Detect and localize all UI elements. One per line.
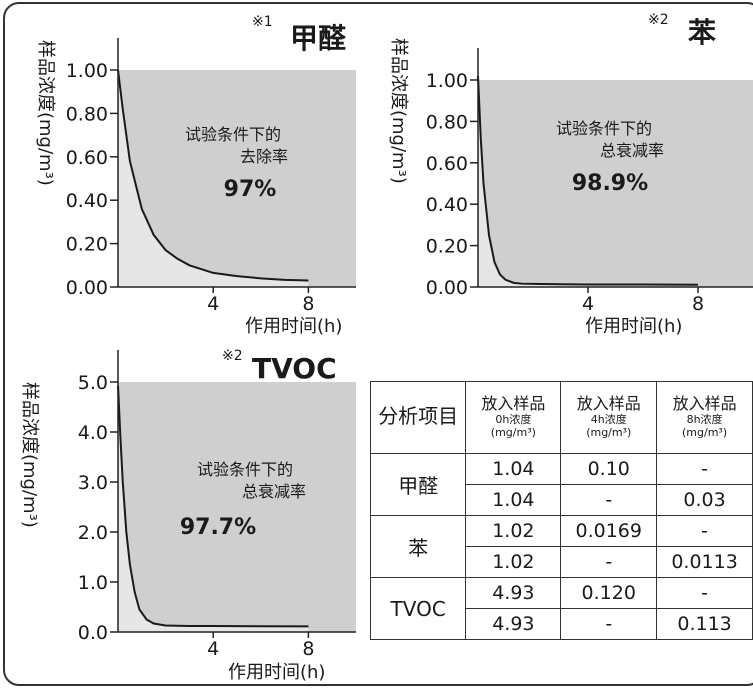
y-tick-label: 1.00 <box>426 70 468 92</box>
table-cell: - <box>560 608 658 640</box>
table-cell: 1.02 <box>465 515 562 547</box>
y-tick-label: 2.0 <box>78 522 108 544</box>
table-row: 苯 1.02 0.0169 - <box>369 515 753 578</box>
table-cell: 0.03 <box>656 484 753 516</box>
plot-area <box>478 80 753 287</box>
table-row: TVOC 4.93 0.120 - <box>369 577 753 640</box>
chart-title: TVOC <box>252 352 337 385</box>
group-name: 甲醛 <box>369 453 467 516</box>
note-mark: ※1 <box>252 14 273 30</box>
table-cell: 4.93 <box>465 577 562 609</box>
x-tick-label: 4 <box>207 293 219 315</box>
x-axis-label: 作用时间(h) <box>228 662 325 683</box>
plot-0 <box>110 38 356 293</box>
table-cell: 4.93 <box>465 608 562 640</box>
table-row: 甲醛 1.04 0.10 - <box>369 453 753 516</box>
note-mark: ※2 <box>648 12 669 28</box>
y-tick-label: 0.60 <box>426 153 468 175</box>
y-axis-label: 样品浓度(mg/m³) <box>35 40 56 186</box>
header-4h: 放入样品 4h浓度 (mg/m³) <box>560 381 658 454</box>
annotation-line: 试验条件下的 <box>185 125 281 144</box>
plot-1 <box>470 48 753 293</box>
series-line <box>117 69 309 282</box>
chart-title: 甲醛 <box>290 22 347 55</box>
x-tick-label: 8 <box>692 293 704 315</box>
note-mark: ※2 <box>222 348 243 364</box>
annotation-line: 总衰减率 <box>242 482 306 501</box>
series-line <box>117 385 309 628</box>
table-cell: 0.113 <box>656 608 753 640</box>
table-row: 1.04 - 0.03 <box>371 484 753 516</box>
group-name: TVOC <box>369 577 467 640</box>
annotation-line: 去除率 <box>240 147 288 166</box>
x-axis-label: 作用时间(h) <box>245 316 342 337</box>
annotation-line: 试验条件下的 <box>556 119 652 138</box>
y-tick-label: 5.0 <box>78 372 108 394</box>
y-tick-label: 1.00 <box>66 60 108 82</box>
y-tick-label: 0.40 <box>426 194 468 216</box>
header-item: 分析项目 <box>369 381 467 454</box>
series-line <box>477 75 699 286</box>
area-under-curve <box>118 70 309 287</box>
table-cell: - <box>560 546 658 578</box>
table-cell: 0.0169 <box>560 515 658 547</box>
table-cell: 0.10 <box>560 453 658 485</box>
table-cell: 1.02 <box>465 546 562 578</box>
table-cell: 0.120 <box>560 577 658 609</box>
plot-area <box>118 382 356 632</box>
group-name: 苯 <box>369 515 467 578</box>
table-cell: 1.04 <box>465 484 562 516</box>
header-8h: 放入样品 8h浓度 (mg/m³) <box>656 381 753 454</box>
annotation-value: 98.9% <box>572 171 648 196</box>
y-tick-label: 0.40 <box>66 190 108 212</box>
annotation-line: 总衰减率 <box>600 141 664 160</box>
y-axis-label: 样品浓度(mg/m³) <box>388 38 409 184</box>
x-tick-label: 4 <box>207 638 219 660</box>
table-row: 1.02 - 0.0113 <box>371 546 753 578</box>
table-cell: - <box>656 515 753 547</box>
y-tick-label: 0.20 <box>66 234 108 256</box>
table-cell: 0.0113 <box>656 546 753 578</box>
annotation-line: 试验条件下的 <box>197 460 293 479</box>
table-cell: - <box>560 484 658 516</box>
x-tick-label: 8 <box>302 638 314 660</box>
figure-frame <box>3 2 753 686</box>
y-tick-label: 0.0 <box>78 622 108 644</box>
x-tick-label: 8 <box>302 293 314 315</box>
table-row: 4.93 - 0.113 <box>371 608 753 640</box>
x-axis-label: 作用时间(h) <box>585 316 682 337</box>
header-0h: 放入样品 0h浓度 (mg/m³) <box>465 381 562 454</box>
table-cell: - <box>656 453 753 485</box>
plot-2 <box>110 350 356 638</box>
table-cell: - <box>656 577 753 609</box>
y-tick-label: 4.0 <box>78 422 108 444</box>
table-cell: 1.04 <box>465 453 562 485</box>
y-tick-label: 1.0 <box>78 572 108 594</box>
y-axis-label: 样品浓度(mg/m³) <box>19 382 40 528</box>
analysis-table: 分析项目 放入样品 0h浓度 (mg/m³) 放入样品 4h浓度 (mg/m³)… <box>369 381 753 640</box>
y-tick-label: 0.00 <box>426 277 468 299</box>
y-tick-label: 0.20 <box>426 236 468 258</box>
annotation-value: 97% <box>224 177 277 202</box>
y-tick-label: 0.60 <box>66 147 108 169</box>
annotation-value: 97.7% <box>180 515 256 540</box>
x-tick-label: 4 <box>582 293 594 315</box>
y-tick-label: 0.80 <box>426 111 468 133</box>
y-tick-label: 0.80 <box>66 103 108 125</box>
y-tick-label: 3.0 <box>78 472 108 494</box>
area-under-curve <box>118 385 309 632</box>
chart-title: 苯 <box>687 16 716 49</box>
y-tick-label: 0.00 <box>66 277 108 299</box>
